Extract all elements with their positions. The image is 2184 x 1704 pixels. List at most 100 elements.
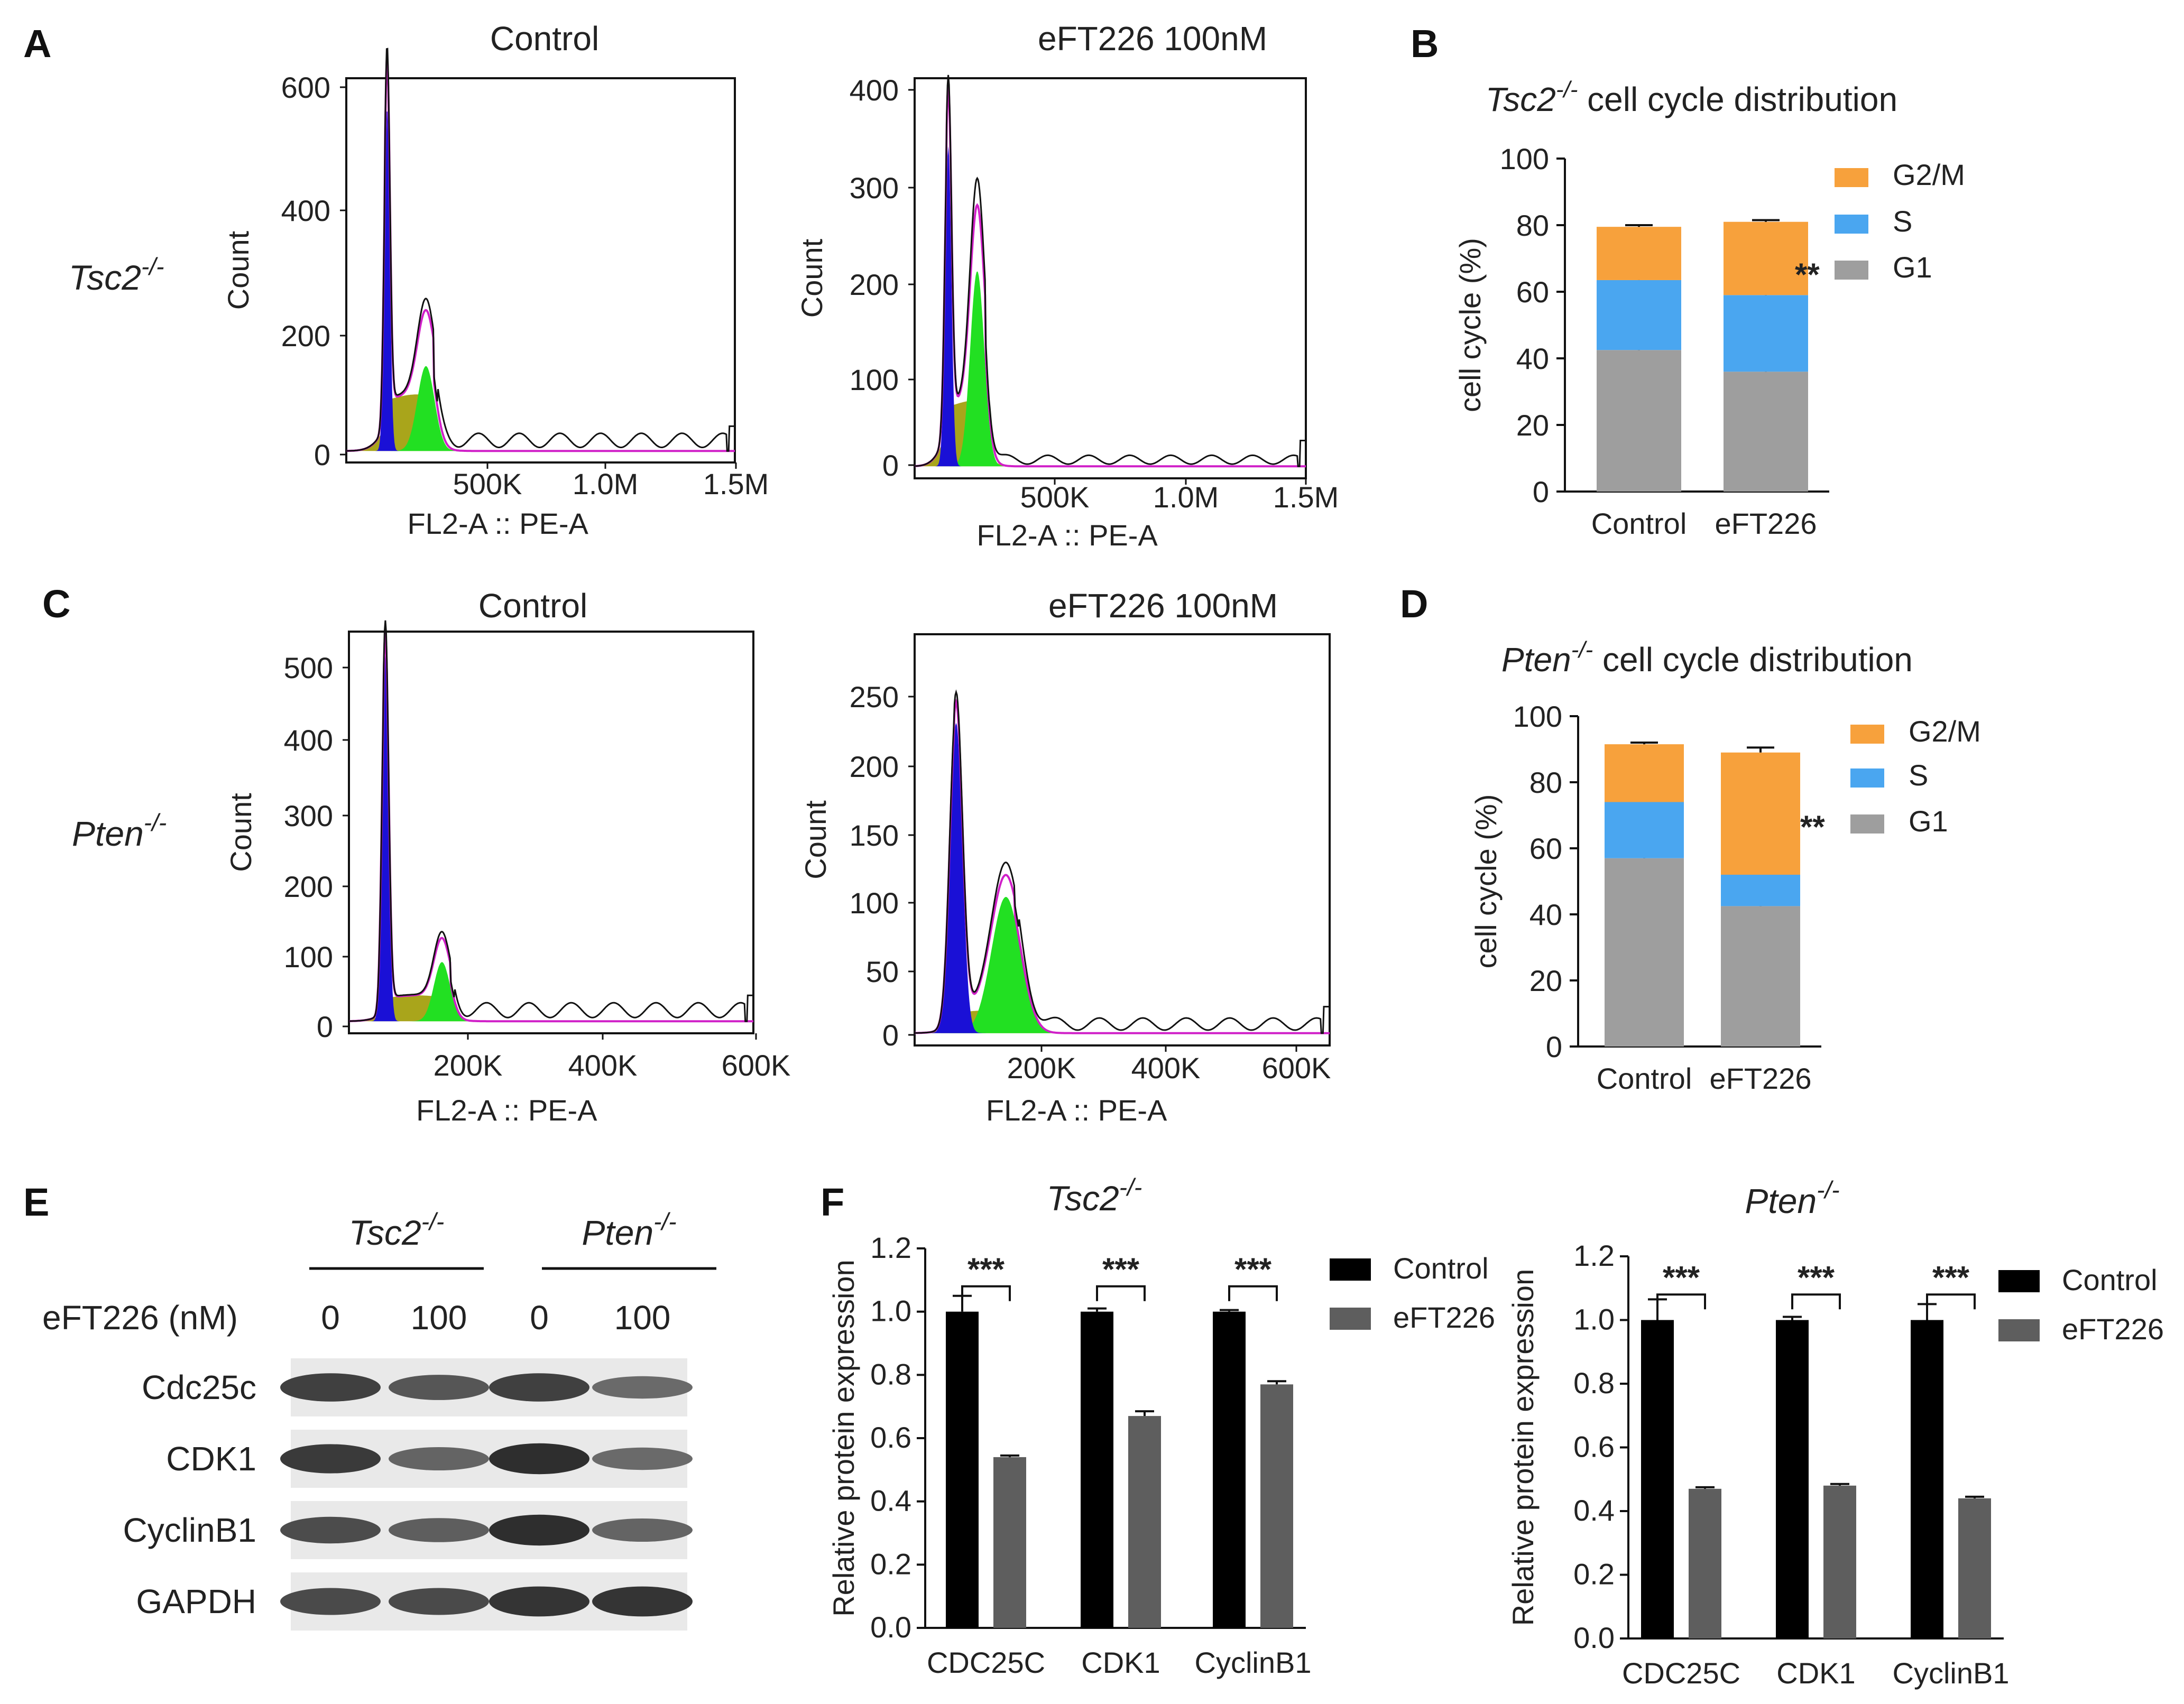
dose-label: eFT226 (nM) xyxy=(42,1299,238,1337)
x-axis-label: FL2-A :: PE-A xyxy=(976,518,1158,552)
panel-label-b: B xyxy=(1411,22,1439,66)
y-tick-label: 100 xyxy=(850,363,899,396)
protein-label: GAPDH xyxy=(136,1582,256,1620)
row-gene-label-pten: Pten-/- xyxy=(72,809,167,853)
blot-band xyxy=(389,1375,489,1400)
y-tick-label: 200 xyxy=(850,268,899,301)
y-axis-label: Relative protein expression xyxy=(827,1260,860,1616)
y-tick-label: 100 xyxy=(1500,142,1549,175)
legend-label: G1 xyxy=(1893,251,1932,284)
x-tick-label: CDK1 xyxy=(1776,1656,1855,1690)
title-superscript: -/- xyxy=(1571,637,1593,663)
blot-band xyxy=(489,1443,589,1475)
stack-segment-g2m xyxy=(1605,744,1684,802)
blot-band xyxy=(280,1444,381,1474)
x-tick-label: 400K xyxy=(568,1049,638,1082)
y-axis-label: Count xyxy=(222,230,255,310)
bar-eft226 xyxy=(1260,1384,1293,1628)
histogram-pten-control: Control 500 400 300 200 100 0 200K 400K 600K FL2-A… xyxy=(224,587,790,1127)
significance-marker: *** xyxy=(967,1252,1005,1287)
plot-frame xyxy=(914,77,1307,479)
x-tick-label: 600K xyxy=(722,1049,791,1082)
y-tick-label: 150 xyxy=(850,819,899,852)
x-tick-label: CDC25C xyxy=(927,1646,1045,1679)
significance-bracket xyxy=(961,1285,1011,1301)
plot-frame xyxy=(345,77,736,464)
legend-swatch xyxy=(1835,261,1868,280)
y-axis-label: Count xyxy=(795,238,828,318)
gene-name: Tsc2 xyxy=(69,258,141,297)
legend-label: G2/M xyxy=(1893,158,1965,191)
stack-segment-s xyxy=(1597,280,1681,350)
gene-superscript: -/- xyxy=(141,253,164,280)
protein-chart-tsc2: Tsc2-/- 0.0 0.2 0.4 0.6 0.8 1.0 1.2 Relative pro… xyxy=(827,1173,1495,1679)
chart-title: Tsc2-/- cell cycle distribution xyxy=(1486,77,1897,118)
protein-label: CyclinB1 xyxy=(123,1511,256,1549)
y-axis-label: cell cycle (%) xyxy=(1469,794,1503,969)
x-tick-label: 500K xyxy=(1020,480,1090,514)
y-tick-label: 0.2 xyxy=(870,1547,911,1580)
y-tick-label: 80 xyxy=(1529,766,1562,799)
bar-eft226 xyxy=(1823,1485,1856,1638)
y-tick-label: 200 xyxy=(850,750,899,783)
x-tick-label: CyclinB1 xyxy=(1195,1646,1312,1679)
histogram-tsc2-eft226: eFT226 100nM 400 300 200 100 0 500K 1.0M 1.5M FL2… xyxy=(795,20,1339,552)
panel-label-e: E xyxy=(23,1180,49,1224)
panel-label-c: C xyxy=(42,582,70,626)
y-tick-label: 20 xyxy=(1516,409,1549,442)
bar-eft226 xyxy=(1958,1498,1991,1638)
bar-eft226 xyxy=(993,1457,1026,1628)
y-tick-label: 40 xyxy=(1516,342,1549,375)
chart-title: Pten-/- cell cycle distribution xyxy=(1501,637,1913,679)
gene-name: Tsc2 xyxy=(349,1213,421,1252)
y-tick-label: 1.2 xyxy=(870,1231,911,1264)
legend-swatch xyxy=(1330,1258,1371,1281)
title-gene: Pten xyxy=(1501,641,1571,679)
y-tick-label: 0.4 xyxy=(870,1484,911,1517)
x-axis-label: FL2-A :: PE-A xyxy=(416,1094,597,1127)
raw-histogram-line xyxy=(915,689,1330,1034)
legend-label: Control xyxy=(2062,1263,2158,1296)
histogram-pten-eft226: eFT226 100nM 250 200 150 100 50 0 200K 400K 600K F… xyxy=(799,587,1331,1127)
stack-segment-g2m xyxy=(1721,752,1800,875)
histogram-title: eFT226 100nM xyxy=(1038,20,1267,58)
blot-band xyxy=(592,1447,693,1470)
protein-chart-pten: Pten-/- 0.0 0.2 0.4 0.6 0.8 1.0 1.2 Relative pro… xyxy=(1506,1176,2164,1690)
y-tick-label: 0 xyxy=(1546,1030,1562,1063)
significance-bracket xyxy=(1096,1285,1146,1301)
legend-swatch xyxy=(1998,1319,2040,1341)
title-superscript: -/- xyxy=(1556,77,1578,103)
g2m-phase-area xyxy=(915,897,1330,1033)
dose-value: 100 xyxy=(614,1299,671,1337)
legend-swatch xyxy=(1850,768,1884,788)
row-gene-label-tsc2: Tsc2-/- xyxy=(69,253,164,297)
chart-title: Tsc2-/- xyxy=(1047,1173,1142,1218)
y-tick-label: 0.6 xyxy=(1573,1430,1615,1464)
g1-phase-area xyxy=(915,723,1330,1033)
panel-label-f: F xyxy=(821,1180,844,1224)
blot-band xyxy=(280,1588,381,1615)
blot-band xyxy=(592,1518,693,1542)
x-tick-label: Control xyxy=(1591,507,1687,540)
significance-bracket xyxy=(1228,1285,1278,1301)
title-gene: Pten xyxy=(1745,1181,1817,1220)
y-tick-label: 0 xyxy=(882,1018,899,1052)
significance-marker: *** xyxy=(1798,1260,1835,1295)
y-tick-label: 0.8 xyxy=(1573,1366,1615,1400)
x-tick-label: CyclinB1 xyxy=(1893,1656,2010,1690)
blot-band xyxy=(280,1373,381,1402)
bar-control xyxy=(946,1311,979,1628)
y-tick-label: 0 xyxy=(1533,475,1549,508)
blot-gene-label: Pten-/- xyxy=(582,1208,676,1252)
stack-segment-g1 xyxy=(1605,858,1684,1047)
legend-label: G1 xyxy=(1909,804,1948,838)
stack-segment-s xyxy=(1724,295,1808,372)
x-tick-label: 500K xyxy=(453,467,522,501)
y-tick-label: 0 xyxy=(882,449,899,482)
y-axis-label: cell cycle (%) xyxy=(1453,238,1487,412)
y-tick-label: 0.0 xyxy=(1573,1621,1615,1654)
dose-value: 0 xyxy=(530,1299,549,1337)
y-tick-label: 250 xyxy=(850,680,899,714)
x-tick-label: 200K xyxy=(434,1049,503,1082)
y-tick-label: 80 xyxy=(1516,209,1549,242)
